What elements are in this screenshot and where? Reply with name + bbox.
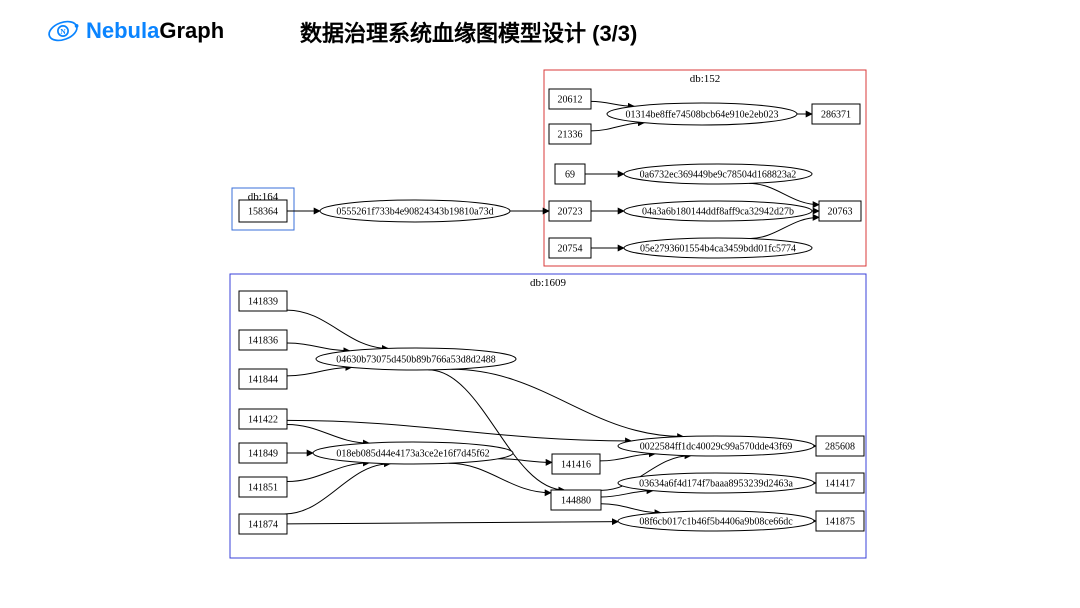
- node-label: 141849: [248, 449, 278, 460]
- edge: [451, 369, 683, 436]
- edge: [498, 459, 552, 463]
- node-label: 141851: [248, 483, 278, 494]
- node-label: 141416: [561, 460, 591, 471]
- node-label: 08f6cb017c1b46f5b4406a9b08ce66dc: [639, 517, 793, 528]
- edge: [591, 123, 644, 131]
- edge: [287, 424, 369, 443]
- node-label: 21336: [558, 130, 583, 141]
- edge: [287, 522, 618, 524]
- node-label: 20612: [558, 95, 583, 106]
- group-label: db:152: [690, 73, 721, 85]
- edge: [749, 183, 819, 204]
- node-label: 0555261f733b4e90824343b19810a73d: [336, 207, 493, 218]
- node-label: 05e2793601554b4ca3459bdd01fc5774: [640, 244, 796, 255]
- diagram-canvas: db:164db:152db:1609 1583640555261f733b4e…: [0, 0, 1080, 608]
- node-label: 04630b73075d450b89b766a53d8d2488: [336, 355, 495, 366]
- node-label: 158364: [248, 207, 278, 218]
- node-label: 141417: [825, 479, 855, 490]
- node-label: 03634a6f4d174f7baaa8953239d2463a: [639, 479, 793, 490]
- node-label: 141839: [248, 297, 278, 308]
- edge: [591, 101, 634, 106]
- edge: [287, 343, 350, 351]
- edge: [284, 464, 390, 514]
- node-label: 141874: [248, 520, 278, 531]
- group-label: db:1609: [530, 277, 567, 289]
- node-label: 285608: [825, 442, 855, 453]
- node-label: 0022584ff1dc40029c99a570dde43f69: [640, 442, 793, 453]
- edge: [287, 310, 388, 348]
- edge: [749, 217, 819, 238]
- edge: [287, 367, 352, 375]
- node-label: 141875: [825, 517, 855, 528]
- node-label: 141844: [248, 375, 278, 386]
- node-label: 01314be8ffe74508bcb64e910e2eb023: [625, 110, 778, 121]
- node-label: 286371: [821, 110, 851, 121]
- node-label: 20723: [558, 207, 583, 218]
- node-label: 018eb085d44e4173a3ce2e16f7d45f62: [336, 449, 489, 460]
- node-label: 144880: [561, 496, 591, 507]
- edge: [600, 454, 655, 461]
- node-label: 20763: [828, 207, 853, 218]
- node-label: 20754: [558, 244, 583, 255]
- node-label: 141422: [248, 415, 278, 426]
- node-label: 04a3a6b180144ddf8aff9ca32942d27b: [642, 207, 794, 218]
- node-label: 0a6732ec369449be9c78504d168823a2: [640, 170, 797, 181]
- node-label: 141836: [248, 336, 278, 347]
- edge: [287, 463, 369, 482]
- edge: [601, 504, 661, 513]
- node-label: 69: [565, 170, 575, 181]
- edge: [601, 491, 653, 497]
